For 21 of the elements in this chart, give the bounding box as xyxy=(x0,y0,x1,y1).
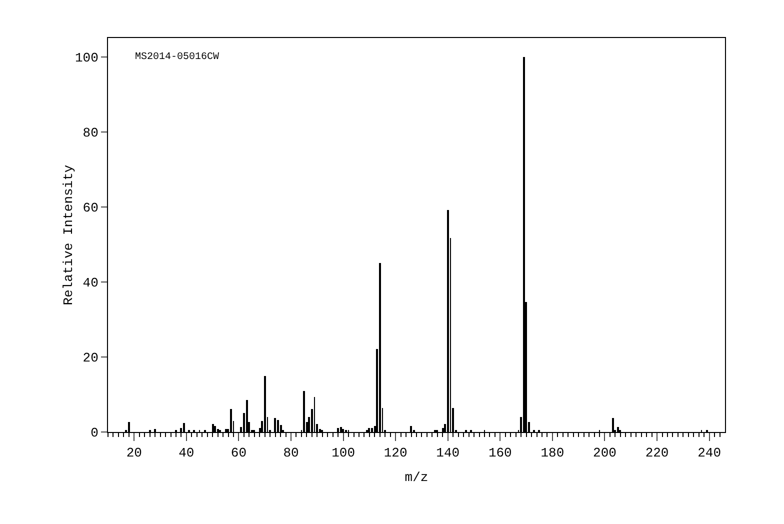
x-tick-label: 200 xyxy=(593,446,616,461)
y-tick-label: 40 xyxy=(82,275,98,290)
y-axis-title: Relative Intensity xyxy=(61,164,76,306)
x-tick-label: 180 xyxy=(540,446,564,461)
y-tick-label: 100 xyxy=(74,50,98,66)
y-tick-label: 80 xyxy=(82,125,98,140)
x-tick-label: 140 xyxy=(436,446,460,461)
x-tick-label: 100 xyxy=(332,446,356,461)
annotation: MS2014-05016CW xyxy=(135,52,220,63)
x-axis-title: m/z xyxy=(404,470,428,485)
x-tick-label: 20 xyxy=(126,446,142,461)
x-tick-label: 120 xyxy=(384,446,408,461)
x-tick-label: 160 xyxy=(488,446,512,461)
x-tick-label: 240 xyxy=(698,446,722,461)
y-tick-label: 0 xyxy=(90,426,98,441)
x-tick-label: 220 xyxy=(645,446,669,461)
y-tick-label: 20 xyxy=(82,350,98,366)
y-tick-label: 60 xyxy=(82,200,98,216)
x-tick-label: 60 xyxy=(230,446,247,461)
x-tick-label: 80 xyxy=(283,446,299,461)
x-tick-label: 40 xyxy=(178,446,194,461)
